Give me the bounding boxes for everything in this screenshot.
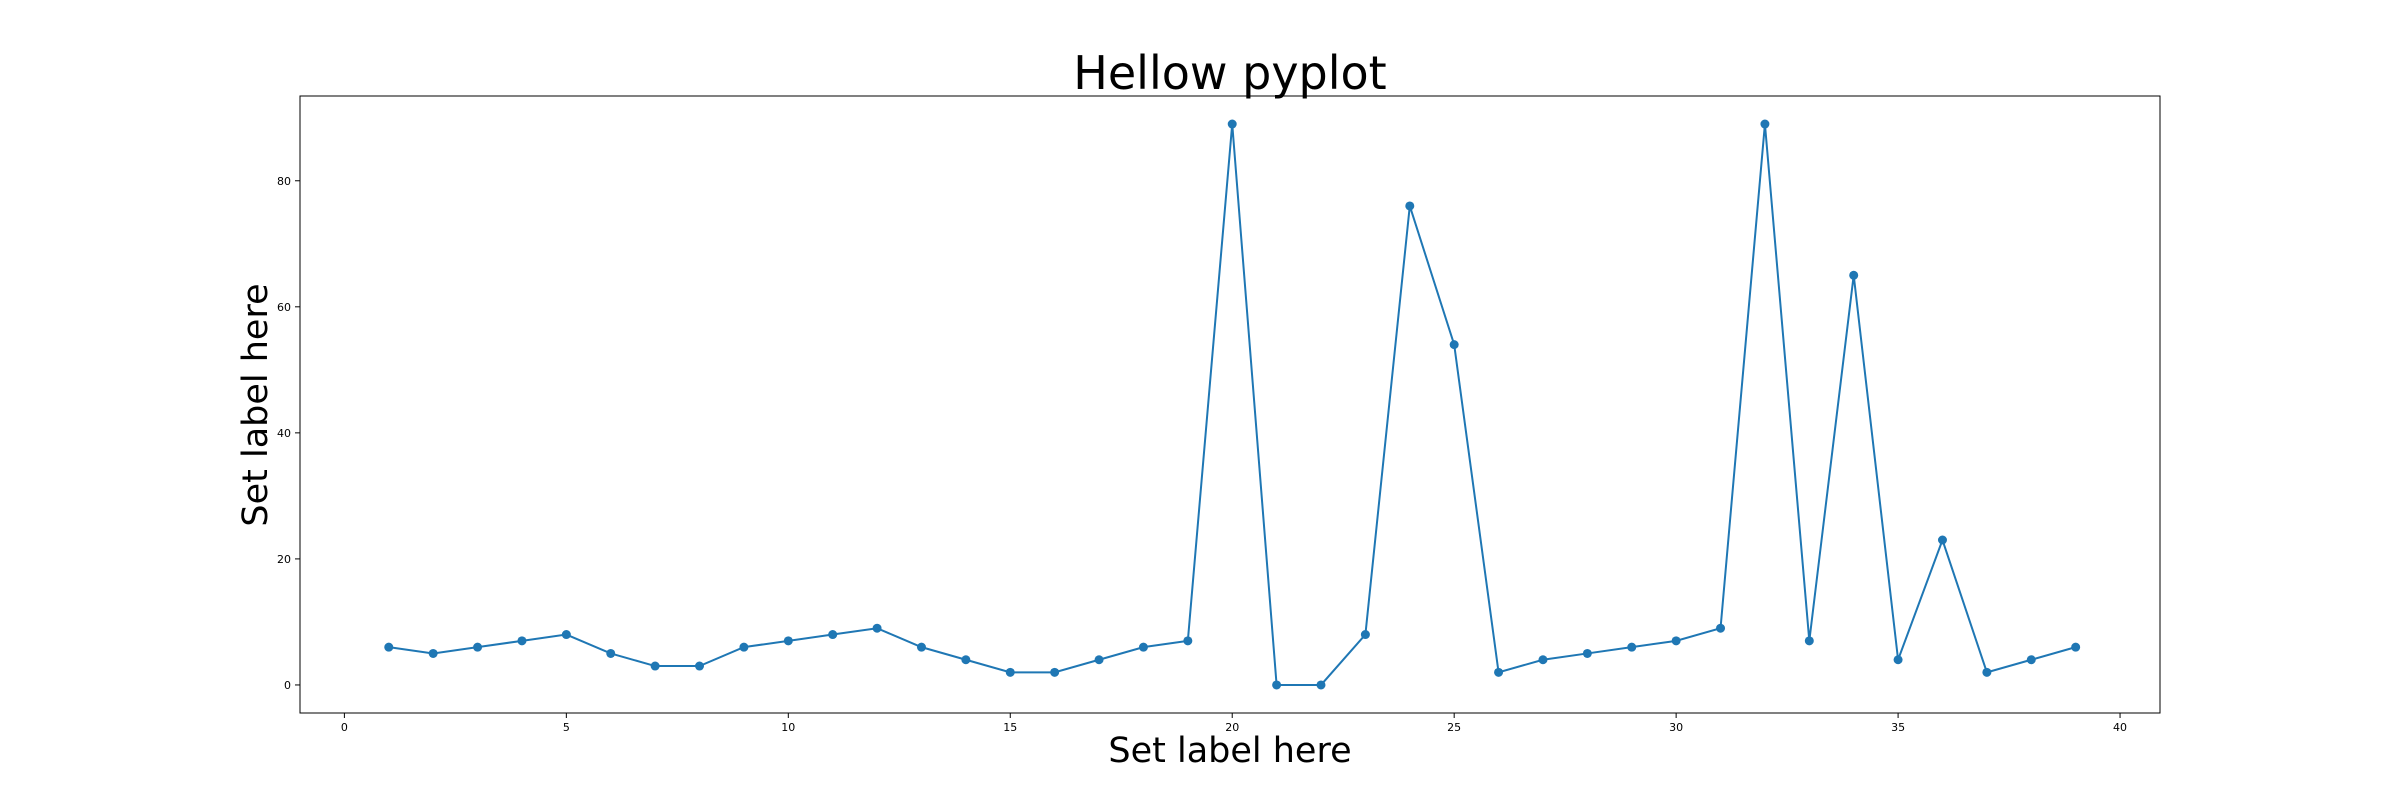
- x-tick-label: 30: [1669, 721, 1683, 734]
- data-point: [1360, 630, 1370, 640]
- data-point: [872, 623, 882, 633]
- data-point: [650, 661, 660, 671]
- data-point: [916, 642, 926, 652]
- data-point: [1538, 655, 1548, 665]
- x-tick-label: 25: [1447, 721, 1461, 734]
- data-point: [1582, 648, 1592, 658]
- data-point: [1893, 655, 1903, 665]
- data-point: [1716, 623, 1726, 633]
- data-point: [606, 648, 616, 658]
- data-point: [517, 636, 527, 646]
- x-tick-label: 20: [1225, 721, 1239, 734]
- data-point: [1094, 655, 1104, 665]
- data-point: [828, 630, 838, 640]
- y-tick-label: 0: [284, 679, 291, 692]
- data-point: [1494, 667, 1504, 677]
- y-axis: 0 20 40 60 80: [277, 175, 300, 692]
- data-point: [695, 661, 705, 671]
- data-point: [1804, 636, 1814, 646]
- data-point: [384, 642, 394, 652]
- y-tick-label: 20: [277, 553, 291, 566]
- x-tick-label: 10: [781, 721, 795, 734]
- data-point: [1760, 119, 1770, 129]
- data-point: [473, 642, 483, 652]
- data-point: [1272, 680, 1282, 690]
- data-point: [1316, 680, 1326, 690]
- y-tick-label: 40: [277, 427, 291, 440]
- series-line: [388, 123, 2076, 686]
- data-point: [1005, 667, 1015, 677]
- x-tick-label: 15: [1003, 721, 1017, 734]
- chart-title: Hellow pyplot: [1073, 46, 1386, 100]
- x-tick-label: 5: [563, 721, 570, 734]
- data-point: [1183, 636, 1193, 646]
- data-point: [561, 630, 571, 640]
- data-point: [1405, 201, 1415, 211]
- data-point: [1050, 667, 1060, 677]
- x-tick-label: 35: [1891, 721, 1905, 734]
- data-point: [1937, 535, 1947, 545]
- data-point: [783, 636, 793, 646]
- data-point: [1627, 642, 1637, 652]
- x-axis-label: Set label here: [1108, 731, 1351, 771]
- x-tick-label: 40: [2113, 721, 2127, 734]
- data-point: [1138, 642, 1148, 652]
- x-tick-label: 0: [341, 721, 348, 734]
- data-point: [1849, 270, 1859, 280]
- plot-area: [299, 95, 2161, 714]
- y-tick-label: 80: [277, 175, 291, 188]
- data-point: [1671, 636, 1681, 646]
- y-tick-label: 60: [277, 301, 291, 314]
- y-axis-label: Set label here: [236, 283, 276, 526]
- data-point: [1227, 119, 1237, 129]
- data-point: [739, 642, 749, 652]
- data-point: [1982, 667, 1992, 677]
- data-point: [428, 648, 438, 658]
- x-axis: 0 5 10 15 20 25 30 35 40: [341, 713, 2127, 734]
- data-point: [2026, 655, 2036, 665]
- data-point: [1449, 340, 1459, 350]
- data-points: [384, 119, 2081, 690]
- data-point: [961, 655, 971, 665]
- data-point: [2071, 642, 2081, 652]
